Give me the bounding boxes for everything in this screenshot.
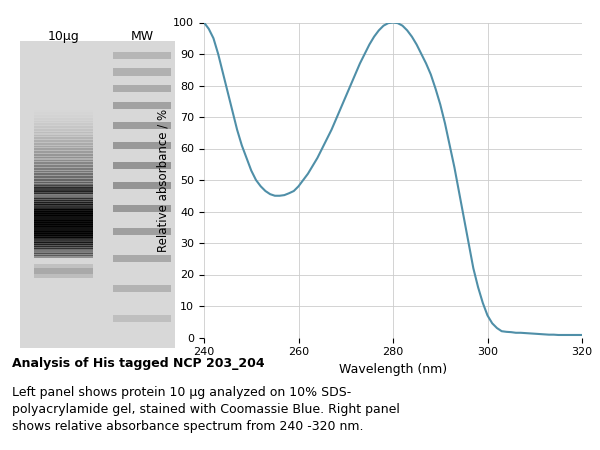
Bar xyxy=(34,123,93,128)
Bar xyxy=(113,142,172,149)
Bar xyxy=(113,68,172,76)
Bar xyxy=(34,173,93,178)
Text: 10μg: 10μg xyxy=(47,30,79,43)
Bar xyxy=(113,255,172,262)
Bar xyxy=(34,168,93,172)
Bar xyxy=(34,255,93,258)
Bar xyxy=(20,41,175,348)
Bar xyxy=(34,151,93,156)
Bar xyxy=(34,115,93,120)
Bar xyxy=(34,193,93,195)
Bar xyxy=(34,176,93,180)
Bar xyxy=(34,231,93,234)
Bar xyxy=(34,187,93,192)
Y-axis label: Relative absorbance / %: Relative absorbance / % xyxy=(156,108,169,252)
Bar xyxy=(113,122,172,129)
X-axis label: Wavelength (nm): Wavelength (nm) xyxy=(339,363,447,376)
Bar xyxy=(34,190,93,194)
Bar xyxy=(34,244,93,247)
Bar xyxy=(113,205,172,212)
Bar xyxy=(34,118,93,122)
Bar xyxy=(113,85,172,92)
Bar xyxy=(34,250,93,252)
Bar xyxy=(113,228,172,235)
Bar xyxy=(34,228,93,230)
Bar xyxy=(34,265,93,274)
Bar xyxy=(34,212,93,214)
Bar xyxy=(34,184,93,186)
Bar xyxy=(34,121,93,125)
Bar xyxy=(34,204,93,207)
Bar xyxy=(34,109,93,114)
Bar xyxy=(34,220,93,223)
Bar xyxy=(113,285,172,292)
Bar xyxy=(34,135,93,139)
Bar xyxy=(34,148,93,153)
Bar xyxy=(34,217,93,219)
Bar xyxy=(34,241,93,243)
Bar xyxy=(34,248,93,251)
Bar xyxy=(34,188,93,190)
Bar xyxy=(34,112,93,117)
Bar xyxy=(34,191,93,194)
Bar xyxy=(34,210,93,212)
Bar xyxy=(34,268,93,278)
Bar xyxy=(34,202,93,205)
Bar xyxy=(34,157,93,161)
Bar xyxy=(34,197,93,199)
Bar xyxy=(34,189,93,192)
Bar xyxy=(34,186,93,188)
Bar xyxy=(34,222,93,225)
Bar xyxy=(34,226,93,229)
Bar xyxy=(34,200,93,203)
Bar xyxy=(113,102,172,109)
Bar xyxy=(34,154,93,158)
Bar xyxy=(34,182,93,186)
Bar xyxy=(113,315,172,322)
Bar xyxy=(34,129,93,134)
Bar xyxy=(34,146,93,150)
Bar xyxy=(34,239,93,241)
Bar xyxy=(34,198,93,201)
Bar xyxy=(34,224,93,227)
Bar xyxy=(34,179,93,184)
Bar xyxy=(34,206,93,208)
Bar xyxy=(113,52,172,59)
Bar xyxy=(34,132,93,136)
Bar xyxy=(34,219,93,221)
Bar xyxy=(34,126,93,130)
Bar xyxy=(34,213,93,216)
Bar xyxy=(34,195,93,197)
Bar xyxy=(34,233,93,236)
Bar xyxy=(34,235,93,238)
Bar xyxy=(34,237,93,239)
Bar xyxy=(34,207,93,210)
Bar xyxy=(113,162,172,169)
Bar xyxy=(34,162,93,167)
Bar xyxy=(34,137,93,142)
Bar xyxy=(34,252,93,254)
Bar xyxy=(34,215,93,217)
Text: Left panel shows protein 10 μg analyzed on 10% SDS-
polyacrylamide gel, stained : Left panel shows protein 10 μg analyzed … xyxy=(12,386,400,433)
Text: Analysis of His tagged NCP 203_204: Analysis of His tagged NCP 203_204 xyxy=(12,357,265,370)
Bar xyxy=(113,181,172,189)
Bar xyxy=(34,140,93,144)
Bar xyxy=(34,143,93,147)
Bar xyxy=(34,160,93,164)
Bar xyxy=(34,184,93,189)
Bar xyxy=(34,253,93,256)
Bar xyxy=(34,171,93,175)
Bar xyxy=(34,246,93,248)
Text: MW: MW xyxy=(131,30,154,43)
Bar xyxy=(34,230,93,232)
Bar xyxy=(34,165,93,170)
Bar xyxy=(34,243,93,245)
